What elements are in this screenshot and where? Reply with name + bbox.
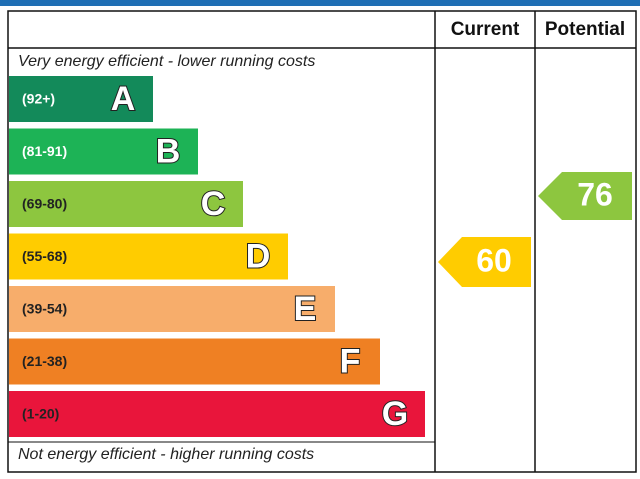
band-bar [9, 286, 335, 332]
top-bar [0, 0, 640, 6]
bands: (92+) A (81-91) B (69-80) C (55-68) D (39-54) E (2… [9, 76, 425, 437]
potential-arrow [538, 172, 632, 220]
band-bar [9, 233, 288, 280]
band-bar [9, 76, 153, 122]
band-letter: A [111, 80, 136, 118]
band-bar [9, 128, 198, 175]
band-bar [9, 181, 243, 227]
frame [7, 10, 637, 473]
band-range: (92+) [22, 91, 55, 107]
header-current: Current [451, 19, 520, 40]
band-range: (39-54) [22, 301, 67, 317]
band-range: (69-80) [22, 196, 67, 212]
band-bar [9, 391, 425, 437]
top-note: Very energy efficient - lower running co… [18, 53, 315, 70]
band-letter: C [201, 185, 226, 223]
band-range: (1-20) [22, 406, 59, 422]
header-potential: Potential [545, 19, 625, 40]
band-bar [9, 338, 380, 385]
band-letter: E [294, 290, 317, 328]
potential-value: 76 [577, 176, 613, 212]
current-arrow [438, 237, 531, 287]
band-letter: B [156, 132, 181, 170]
band-range: (21-38) [22, 353, 67, 369]
bottom-note: Not energy efficient - higher running co… [18, 446, 314, 463]
band-letter: F [340, 342, 361, 380]
band-range: (81-91) [22, 143, 67, 159]
band-letter: G [382, 395, 408, 433]
current-value: 60 [476, 242, 512, 278]
band-range: (55-68) [22, 248, 67, 264]
band-letter: D [246, 237, 271, 275]
